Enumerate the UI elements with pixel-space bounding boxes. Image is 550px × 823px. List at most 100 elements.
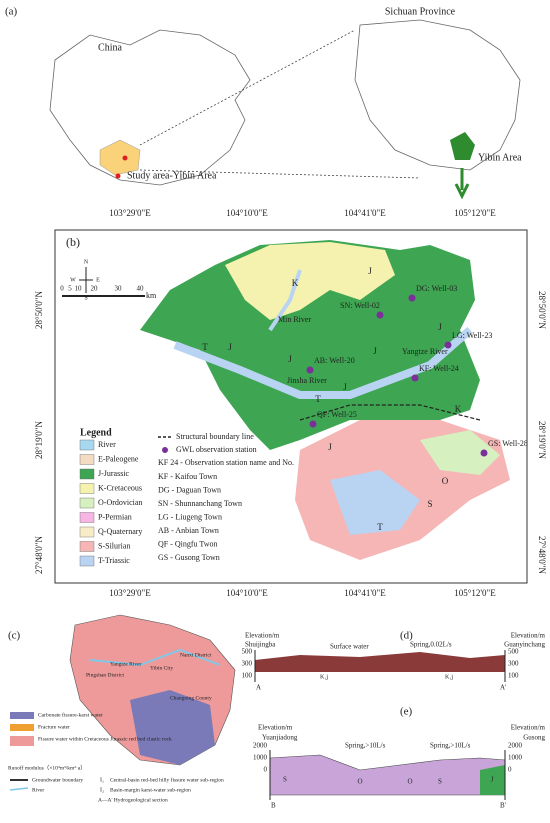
lon-label: 104°41'0"E xyxy=(344,208,386,218)
legend-text: S-Silurian xyxy=(98,541,130,550)
legend-dot xyxy=(115,173,121,179)
unit-label: J xyxy=(438,322,442,332)
legend-text: P-Permian xyxy=(98,512,132,521)
cretaceous-area xyxy=(225,242,395,320)
label: Structural boundary line xyxy=(176,432,254,441)
label: Central-basin red-bed hilly fissure wate… xyxy=(110,776,224,783)
legend-swatch xyxy=(79,526,95,538)
compass-label: S xyxy=(84,295,87,301)
station xyxy=(376,311,384,319)
legend-text: E-Paleogene xyxy=(98,454,139,463)
lat-label: 28°19'0"N xyxy=(537,421,547,459)
label: Runoff modulus（×10⁴m³/km²·a） xyxy=(8,764,86,771)
tick-label: 2000 xyxy=(508,742,523,750)
label: Spring,>10L/s xyxy=(430,742,471,750)
unit-label: S xyxy=(427,499,432,509)
legend-swatch xyxy=(79,512,95,523)
legend-text: River xyxy=(98,440,116,449)
label: Elevation/m xyxy=(245,632,280,640)
legend-swatch xyxy=(10,712,34,719)
label: I₂ xyxy=(100,787,104,793)
lon-label: 105°12'0"E xyxy=(454,588,496,598)
label: Shuijingba xyxy=(245,641,276,649)
town-key: AB - Anbian Town xyxy=(158,526,219,535)
label: A—A' Hydrogeological section xyxy=(98,797,168,803)
unit-label: J xyxy=(343,382,347,392)
china-outline xyxy=(49,29,251,186)
tick-label: 0 xyxy=(264,766,268,774)
label: B xyxy=(271,802,276,810)
place-label: Nanxi District xyxy=(180,652,212,658)
lon-label: 104°41'0"E xyxy=(344,588,386,598)
unit-label: J xyxy=(373,346,377,356)
lat-label: 27°48'0"N xyxy=(34,536,44,574)
stratum-label: J xyxy=(491,776,494,784)
label: (c) xyxy=(8,630,21,642)
lon-label: 104°10'0"E xyxy=(226,208,268,218)
sichuan-patch xyxy=(99,139,141,176)
label: A xyxy=(256,684,261,692)
station-label: QF: Well-25 xyxy=(317,410,357,419)
river-label: Jinsha River xyxy=(287,376,327,385)
lon-label: 103°29'0"E xyxy=(109,208,151,218)
ordovician-area xyxy=(420,430,500,475)
unit-label: T xyxy=(202,342,208,352)
label: KF 24 - Observation station name and No. xyxy=(158,458,294,467)
station xyxy=(444,341,452,349)
unit-label: J xyxy=(228,342,232,352)
tick-label: 300 xyxy=(508,660,519,668)
key-dot xyxy=(162,447,168,453)
label: Study area-Yibin Area xyxy=(127,170,217,181)
station xyxy=(306,366,314,374)
tick-label: 1000 xyxy=(253,754,268,762)
place-label: Yangtze River xyxy=(110,661,142,667)
jurassic-area xyxy=(140,240,480,450)
unit-label: J xyxy=(328,442,332,452)
lat-label: 28°19'0"N xyxy=(34,421,44,459)
label: Groundwater boundary xyxy=(32,777,83,783)
scale-tick: 5 xyxy=(68,285,72,293)
panel-e xyxy=(269,750,506,800)
stratum-label: S xyxy=(283,776,287,784)
section-profile xyxy=(269,754,506,796)
label: Basin-margin karst-water sub-region xyxy=(110,787,191,793)
label: (d) xyxy=(400,630,413,642)
station xyxy=(309,420,317,428)
lon-label: 103°29'0"E xyxy=(109,588,151,598)
tick-label: 500 xyxy=(242,648,253,656)
unit-label: T xyxy=(377,522,383,532)
compass xyxy=(79,267,93,293)
station xyxy=(408,294,416,302)
scale-tick: 30 xyxy=(115,285,123,293)
yibin-patch xyxy=(450,132,475,160)
panel-d xyxy=(254,650,506,682)
legend-swatch xyxy=(79,468,95,480)
karst-area xyxy=(130,690,215,765)
lon-label: 105°12'0"E xyxy=(454,208,496,218)
legend-text: K-Cretaceous xyxy=(98,483,142,492)
label: Spring,0.02L/s xyxy=(410,641,452,649)
town-key: QF - Qingfu Twon xyxy=(158,539,218,548)
stratum-label: O xyxy=(407,778,412,786)
river-label: Min River xyxy=(278,315,311,324)
river-label: Yangtze River xyxy=(402,347,448,356)
boundary-line xyxy=(299,404,481,421)
label: China xyxy=(98,42,122,53)
zoom-line xyxy=(139,169,421,179)
legend-swatch xyxy=(10,724,34,731)
label: A' xyxy=(500,684,506,692)
station-label: KF: Well-24 xyxy=(419,364,459,373)
label: Fracture water xyxy=(38,724,70,730)
scale-unit: km xyxy=(146,291,157,300)
place-label: Pingshan District xyxy=(86,672,125,678)
jurassic-layer xyxy=(480,765,505,795)
stratum-label: O xyxy=(357,778,362,786)
label: (e) xyxy=(400,706,413,718)
town-key: LG - Liugeng Town xyxy=(158,512,222,521)
label: K₁j xyxy=(445,674,453,680)
label: Gusong xyxy=(523,734,545,742)
legend-text: J-Jurassic xyxy=(98,469,130,478)
town-key: DG - Daguan Town xyxy=(158,485,221,494)
station xyxy=(411,374,419,382)
